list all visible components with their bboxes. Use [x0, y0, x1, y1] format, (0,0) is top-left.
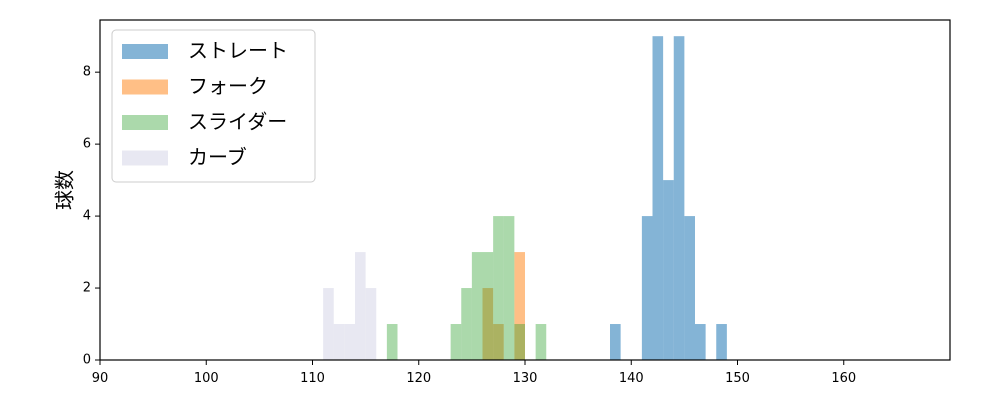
bar-series-0-bin-5 [684, 216, 695, 360]
y-tick-label: 0 [83, 353, 91, 368]
legend-label-3: カーブ [188, 145, 247, 169]
bar-series-1-bin-0 [482, 288, 494, 360]
x-tick-label: 160 [831, 371, 856, 386]
x-tick-label: 120 [406, 371, 431, 386]
bar-series-0-bin-0 [610, 324, 621, 360]
bars-layer [323, 36, 727, 360]
bar-series-3-bin-2 [344, 324, 355, 360]
bar-series-2-bin-2 [461, 288, 472, 360]
bar-series-2-bin-0 [386, 324, 398, 360]
bar-series-2-bin-1 [450, 324, 462, 360]
x-tick-label: 140 [619, 371, 644, 386]
bar-series-0-bin-7 [716, 324, 727, 360]
bar-series-0-bin-2 [652, 36, 664, 360]
bar-series-0-bin-1 [641, 216, 653, 360]
y-axis: 0 2 4 6 8 [83, 65, 100, 368]
legend-swatch-1 [122, 79, 168, 95]
bar-series-2-bin-3 [471, 252, 483, 360]
y-tick-label: 6 [83, 137, 91, 152]
bar-series-2-bin-8 [535, 324, 547, 360]
legend-box [111, 29, 316, 183]
y-tick-label: 2 [83, 281, 91, 296]
legend-label-1: フォーク [188, 74, 268, 98]
legend-swatch-0 [122, 44, 168, 59]
x-tick-label: 90 [92, 371, 109, 386]
bar-series-2-bin-4 [482, 252, 494, 360]
bar-series-0-bin-4 [673, 36, 685, 360]
bar-series-1-bin-1 [493, 324, 504, 360]
y-tick-label: 8 [83, 65, 91, 80]
bar-series-1-bin-2 [514, 252, 525, 360]
bar-series-2-bin-7 [514, 324, 525, 360]
bar-series-3-bin-4 [365, 288, 377, 360]
bar-series-2-bin-6 [503, 216, 515, 360]
x-tick-label: 150 [725, 371, 750, 386]
legend-label-0: ストレート [188, 39, 288, 63]
y-axis-label: 球数 [53, 170, 77, 210]
legend-swatch-2 [122, 115, 168, 130]
bar-series-3-bin-3 [355, 252, 366, 360]
bar-series-3-bin-1 [333, 324, 345, 360]
y-tick-label: 4 [83, 209, 91, 224]
bar-series-3-bin-0 [323, 288, 334, 360]
bar-series-0-bin-6 [695, 324, 706, 360]
x-axis: 90 100 110 120 130 140 150 160 [92, 360, 856, 386]
x-tick-label: 100 [194, 371, 219, 386]
x-tick-label: 130 [513, 371, 538, 386]
bar-series-2-bin-5 [493, 216, 504, 360]
legend-swatch-3 [122, 150, 168, 166]
bar-series-0-bin-3 [663, 180, 674, 360]
x-tick-label: 110 [300, 371, 325, 386]
legend-label-2: スライダー [188, 110, 287, 134]
